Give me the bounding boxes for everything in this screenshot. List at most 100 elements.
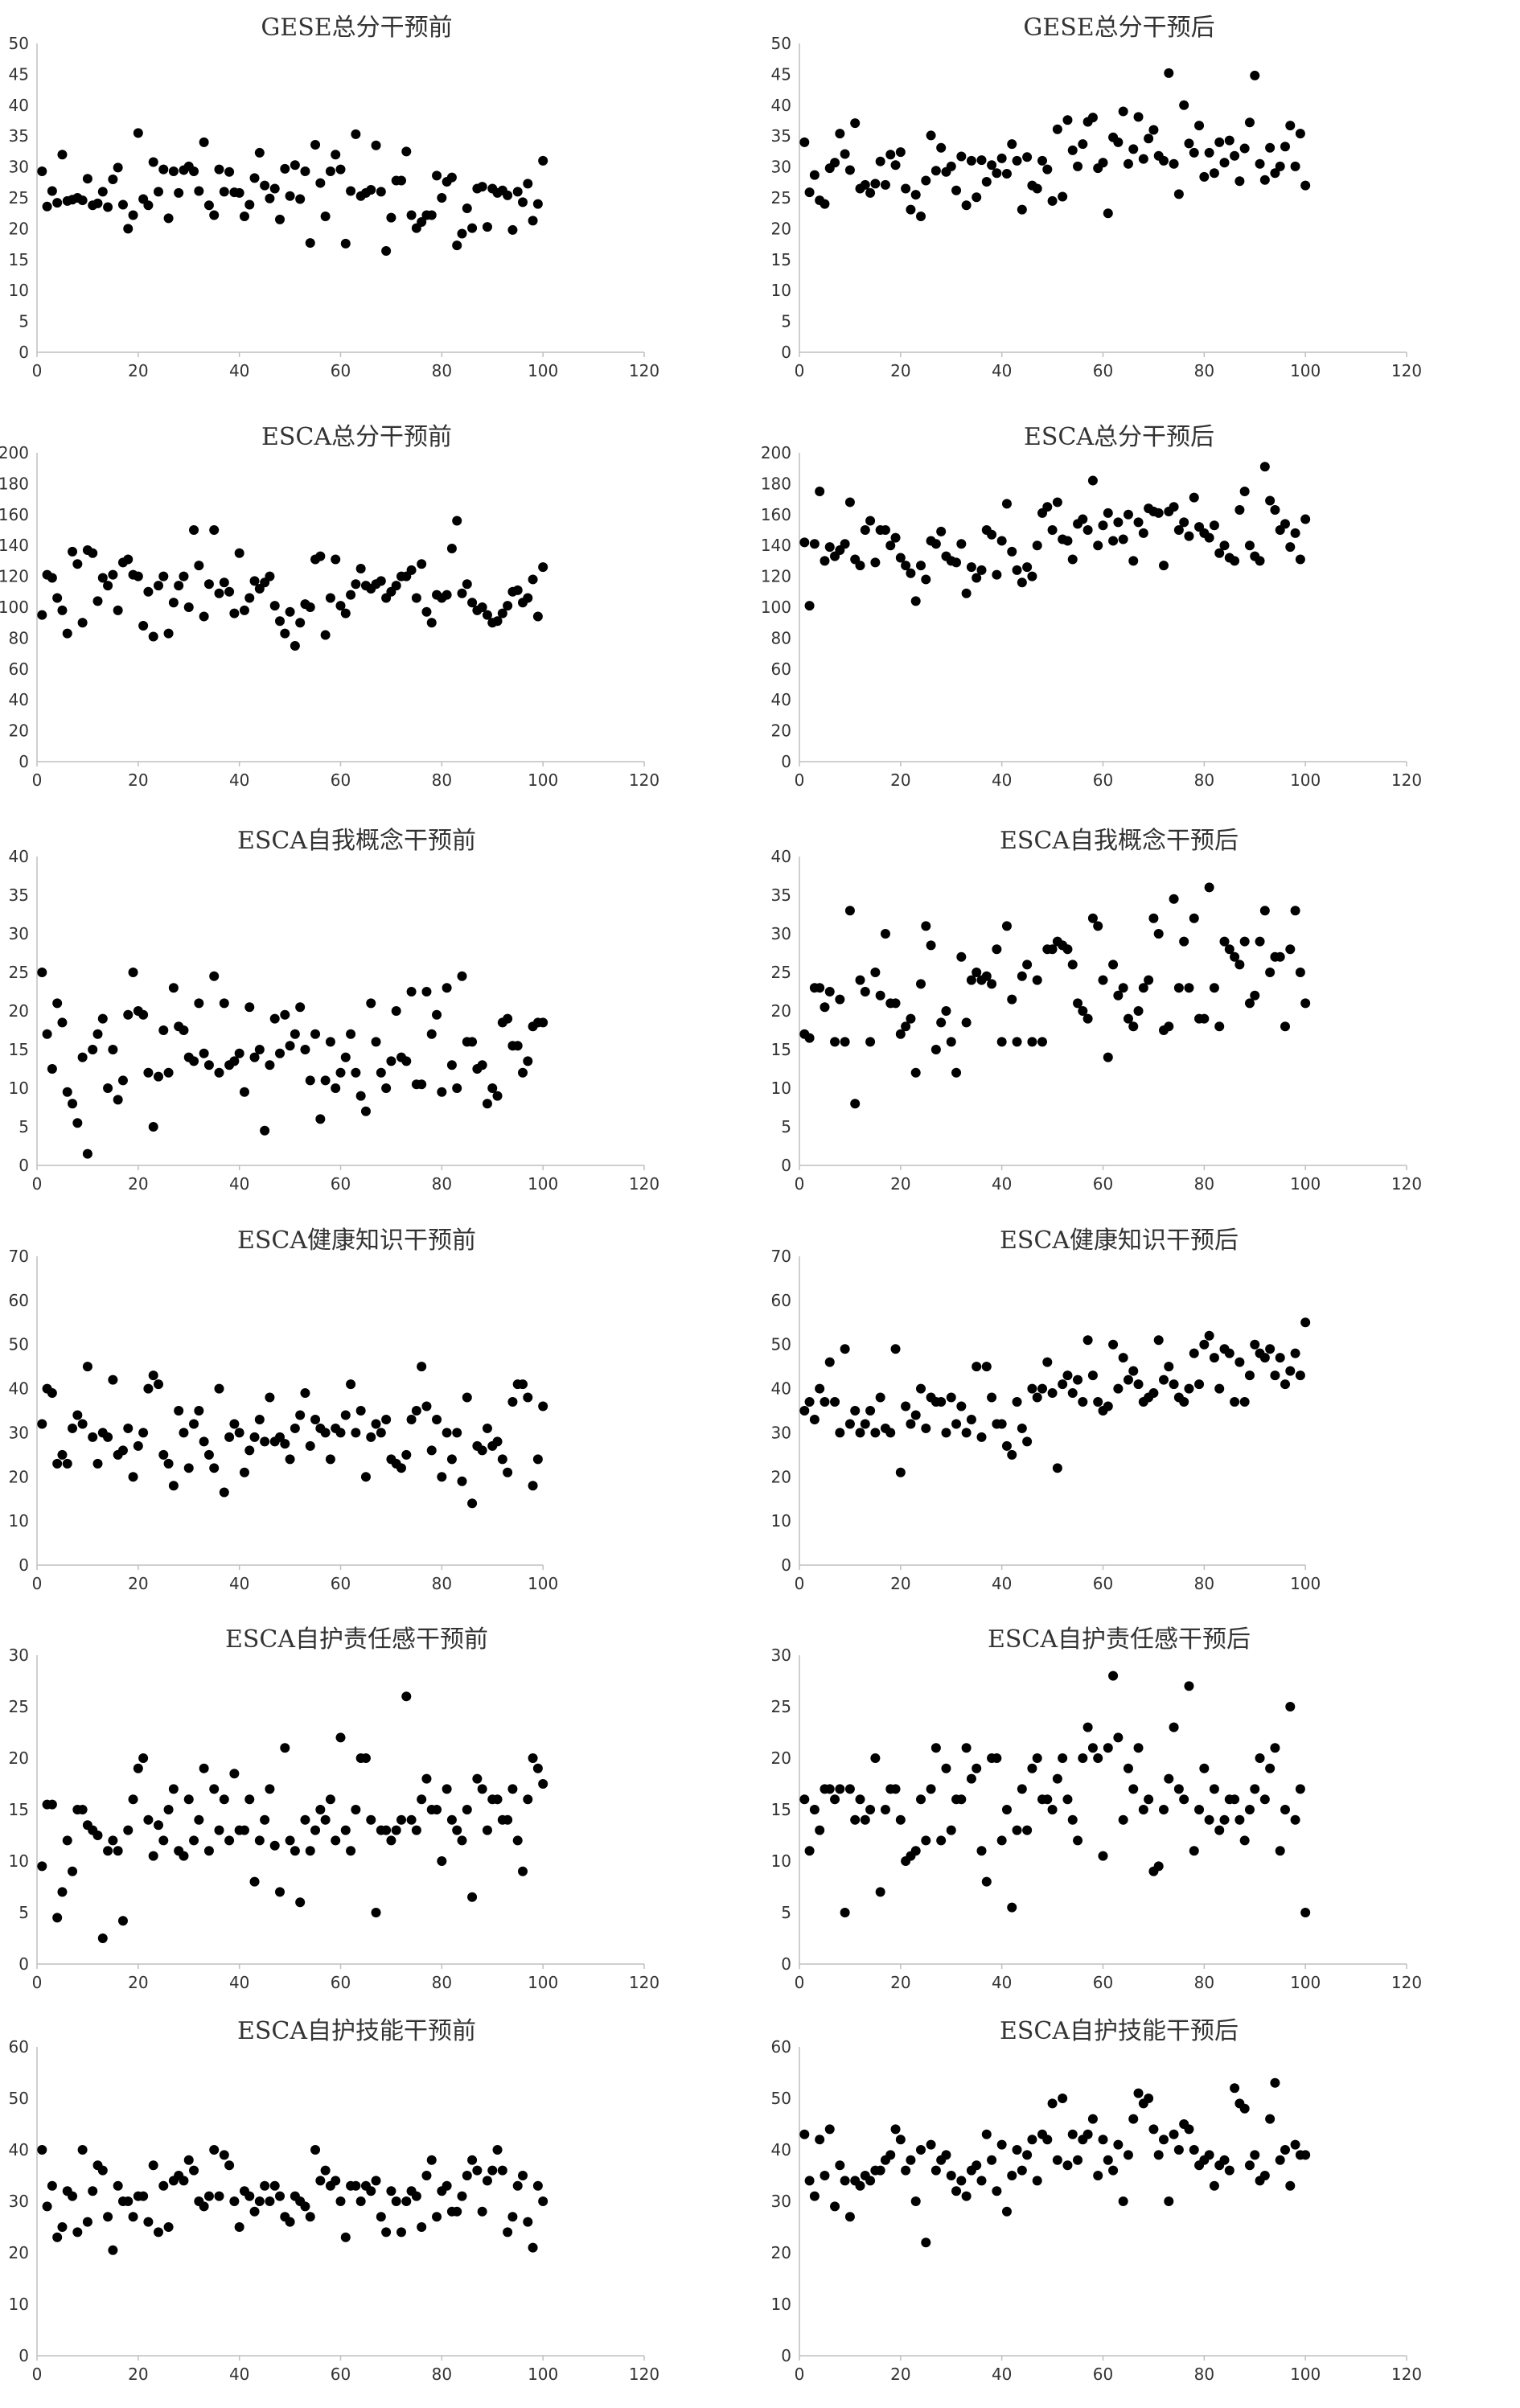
data-point	[52, 998, 63, 1009]
data-point	[1259, 906, 1270, 916]
data-point	[1189, 492, 1199, 503]
y-tick-label: 80	[771, 628, 791, 647]
data-point	[340, 1410, 351, 1420]
data-point	[804, 1033, 815, 1043]
data-point	[865, 187, 876, 198]
data-point	[168, 983, 179, 993]
data-point	[870, 968, 881, 977]
data-point	[1164, 1021, 1174, 1032]
data-point	[214, 1067, 224, 1078]
data-point	[1037, 1383, 1047, 1394]
data-point	[320, 630, 331, 640]
x-tick-label: 0	[32, 770, 43, 790]
data-point	[462, 203, 472, 214]
data-point	[1300, 998, 1311, 1009]
data-point	[835, 1428, 845, 1438]
data-point	[860, 987, 870, 996]
data-point	[487, 2165, 498, 2176]
data-point	[961, 1743, 972, 1753]
data-point	[1204, 882, 1214, 893]
data-point	[249, 576, 260, 586]
data-point	[366, 185, 376, 195]
data-point	[1204, 532, 1214, 543]
data-point	[174, 581, 184, 591]
y-tick-label: 25	[771, 963, 791, 982]
data-point	[123, 2196, 134, 2206]
y-tick-label: 25	[771, 1697, 791, 1716]
data-point	[1179, 936, 1189, 947]
chart-title: GESE总分干预后	[1023, 14, 1214, 42]
data-point	[910, 1846, 921, 1856]
data-point	[1022, 562, 1033, 573]
data-point	[123, 1423, 134, 1433]
data-point	[320, 212, 331, 222]
data-point	[820, 2171, 830, 2180]
chart-title: ESCA自护责任感干预后	[988, 1625, 1251, 1654]
data-point	[189, 2165, 199, 2176]
data-point	[1067, 1814, 1078, 1825]
data-point	[1184, 2124, 1194, 2135]
data-point	[1133, 112, 1144, 122]
chart-title: ESCA自护技能干预后	[1000, 2017, 1239, 2045]
data-point	[1219, 1814, 1230, 1825]
data-point	[396, 175, 406, 186]
data-point	[835, 129, 845, 139]
data-point	[1098, 520, 1108, 531]
data-point	[996, 1419, 1007, 1429]
data-point	[830, 1037, 840, 1047]
data-point	[1058, 2094, 1068, 2103]
data-point	[1062, 2160, 1073, 2171]
data-point	[82, 2217, 92, 2227]
data-point	[203, 1846, 214, 1856]
x-tick-label: 120	[1391, 2365, 1422, 2384]
data-point	[1295, 968, 1305, 977]
data-point	[1128, 556, 1139, 566]
data-point	[1103, 2155, 1113, 2165]
y-tick-label: 20	[771, 721, 791, 741]
data-point	[538, 2196, 548, 2206]
data-point	[77, 195, 88, 206]
data-point	[972, 1362, 982, 1372]
x-tick-label: 60	[331, 1574, 351, 1593]
data-point	[1067, 2129, 1078, 2139]
data-point	[482, 1423, 492, 1433]
data-point	[1078, 514, 1088, 524]
data-point	[1153, 507, 1164, 518]
data-point	[452, 240, 462, 251]
data-point	[1027, 571, 1037, 581]
data-point	[244, 1002, 255, 1013]
x-tick-label: 80	[1194, 770, 1214, 790]
data-point	[976, 1432, 987, 1442]
chart-title: ESCA自我概念干预后	[1000, 827, 1239, 855]
y-tick-label: 5	[18, 312, 29, 331]
data-point	[1204, 1814, 1214, 1825]
data-point	[199, 1048, 209, 1058]
data-point	[340, 1052, 351, 1062]
data-point	[1224, 1348, 1234, 1358]
data-point	[1230, 951, 1240, 962]
data-point	[351, 2180, 361, 2191]
data-point	[254, 1835, 265, 1846]
data-point	[981, 1876, 992, 1887]
data-point	[507, 224, 518, 235]
data-point	[936, 1835, 947, 1846]
data-point	[376, 2212, 386, 2222]
data-point	[1037, 155, 1047, 166]
data-point	[331, 2176, 341, 2186]
data-point	[996, 153, 1007, 163]
data-point	[1250, 2150, 1260, 2160]
x-tick-label: 20	[890, 1174, 910, 1194]
x-tick-label: 0	[32, 1174, 43, 1194]
data-point	[992, 944, 1002, 955]
data-point	[128, 1472, 138, 1482]
y-tick-label: 50	[771, 2089, 791, 2108]
y-tick-label: 10	[9, 1079, 29, 1098]
data-point	[1123, 1763, 1133, 1773]
x-tick-label: 20	[890, 770, 910, 790]
data-point	[1082, 525, 1093, 535]
x-tick-label: 100	[1290, 1973, 1321, 1992]
data-point	[987, 2155, 997, 2165]
data-point	[1042, 502, 1053, 512]
data-point	[835, 994, 845, 1005]
data-point	[538, 1779, 548, 1789]
